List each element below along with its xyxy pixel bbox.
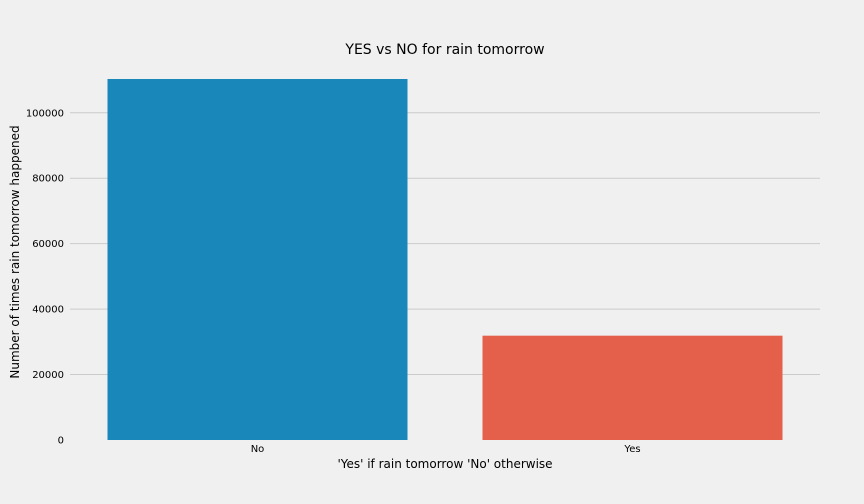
y-tick-label: 60000	[32, 239, 64, 250]
y-tick-label: 100000	[26, 108, 64, 119]
y-tick-label: 0	[58, 436, 64, 447]
y-tick-label: 80000	[32, 174, 64, 185]
bar-yes	[482, 335, 783, 440]
chart-title: YES vs NO for rain tomorrow	[344, 42, 544, 58]
y-tick-label: 40000	[32, 305, 64, 316]
y-tick-label: 20000	[32, 370, 64, 381]
bars	[107, 79, 783, 440]
bar-no	[107, 79, 408, 440]
x-axis-label: 'Yes' if rain tomorrow 'No' otherwise	[337, 457, 552, 471]
y-axis-label: Number of times rain tomorrow happened	[8, 125, 22, 378]
x-tick-label: Yes	[623, 444, 640, 455]
y-axis-ticks: 0 20000 40000 60000 80000 100000	[26, 108, 64, 446]
x-axis-ticks: No Yes	[251, 444, 641, 455]
x-tick-label: No	[251, 444, 265, 455]
